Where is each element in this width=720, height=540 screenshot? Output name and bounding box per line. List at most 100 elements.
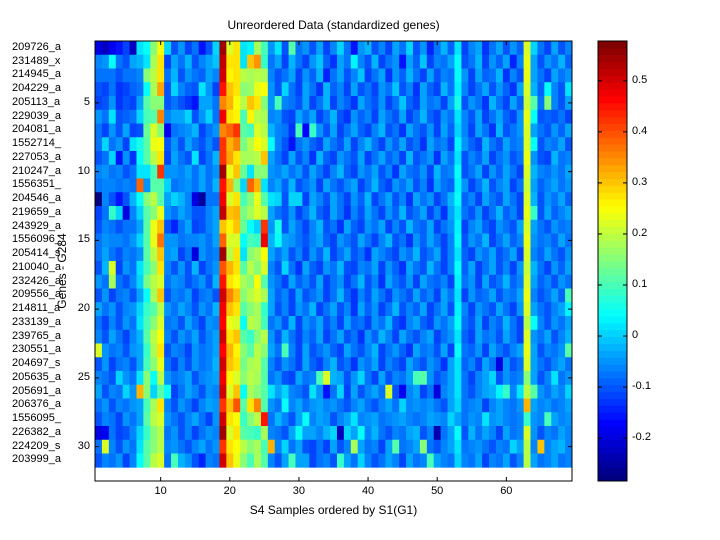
heatmap-cell	[129, 426, 137, 441]
x-tick-label: 30	[292, 485, 306, 497]
heatmap-cell	[177, 439, 186, 454]
heatmap-cell	[523, 329, 531, 344]
heatmap-cell	[150, 261, 158, 276]
heatmap-cell	[198, 164, 207, 179]
heatmap-cell	[226, 68, 234, 83]
heatmap-cell	[482, 398, 490, 413]
heatmap-cell	[468, 151, 476, 166]
heatmap-cell	[454, 316, 462, 331]
heatmap-cell	[122, 82, 130, 97]
heatmap-cell	[164, 412, 172, 427]
heatmap-cell	[565, 137, 573, 152]
heatmap-cell	[502, 316, 511, 331]
heatmap-cell	[385, 68, 393, 83]
heatmap-cell	[509, 219, 518, 234]
heatmap-cell	[309, 384, 317, 399]
heatmap-cell	[516, 426, 525, 441]
heatmap-cell	[219, 178, 227, 193]
heatmap-cell	[164, 137, 172, 152]
heatmap-cell	[260, 68, 269, 83]
heatmap-cell	[523, 192, 531, 207]
heatmap-cell	[184, 439, 193, 454]
heatmap-cell	[122, 233, 130, 248]
heatmap-cell	[177, 316, 186, 331]
heatmap-cell	[392, 151, 400, 166]
heatmap-cell	[233, 302, 241, 317]
heatmap-cell	[461, 137, 469, 152]
heatmap-cell	[205, 109, 213, 124]
heatmap-cell	[364, 123, 372, 138]
heatmap-cell	[392, 288, 400, 303]
heatmap-cell	[226, 54, 234, 69]
heatmap-cell	[489, 412, 497, 427]
heatmap-cell	[357, 329, 366, 344]
heatmap-cell	[95, 398, 103, 413]
heatmap-cell	[143, 54, 151, 69]
heatmap-cell	[489, 219, 497, 234]
heatmap-cell	[101, 316, 110, 331]
heatmap-cell	[475, 54, 483, 69]
heatmap-cell	[136, 109, 144, 124]
heatmap-cell	[330, 82, 338, 97]
heatmap-cell	[551, 151, 559, 166]
heatmap-cell	[108, 384, 117, 399]
heatmap-cell	[101, 219, 110, 234]
heatmap-cell	[537, 109, 545, 124]
heatmap-cell	[226, 439, 234, 454]
heatmap-cell	[254, 316, 262, 331]
heatmap-cell	[447, 329, 455, 344]
heatmap-cell	[468, 123, 476, 138]
heatmap-cell	[551, 82, 559, 97]
heatmap-cell	[212, 151, 220, 166]
heatmap-cell	[260, 206, 269, 221]
heatmap-cell	[336, 384, 345, 399]
heatmap-cell	[274, 68, 283, 83]
heatmap-cell	[433, 302, 442, 317]
heatmap-cell	[413, 192, 421, 207]
heatmap-cell	[205, 453, 213, 468]
heatmap-cell	[447, 247, 455, 262]
heatmap-cell	[233, 233, 241, 248]
heatmap-cell	[558, 233, 566, 248]
heatmap-cell	[247, 453, 255, 468]
colorbar-swatch	[598, 212, 627, 221]
colorbar-tick-label: 0	[632, 329, 639, 342]
heatmap-cell	[558, 384, 566, 399]
heatmap-cell	[544, 274, 552, 289]
heatmap-cell	[150, 288, 158, 303]
heatmap-cell	[468, 233, 476, 248]
heatmap-cell	[171, 82, 179, 97]
heatmap-cell	[385, 109, 393, 124]
heatmap-cell	[489, 329, 497, 344]
heatmap-cell	[378, 261, 386, 276]
heatmap-cell	[343, 82, 352, 97]
heatmap-cell	[385, 371, 393, 386]
heatmap-cell	[502, 82, 511, 97]
heatmap-cell	[357, 453, 366, 468]
heatmap-cell	[281, 357, 289, 372]
heatmap-cell	[330, 178, 338, 193]
heatmap-cell	[150, 371, 158, 386]
heatmap-cell	[260, 302, 269, 317]
heatmap-cell	[150, 41, 158, 56]
heatmap-cell	[219, 96, 227, 111]
heatmap-cell	[240, 343, 248, 358]
heatmap-cell	[115, 206, 124, 221]
heatmap-cell	[323, 54, 331, 69]
heatmap-cell	[247, 439, 255, 454]
heatmap-cell	[357, 219, 366, 234]
heatmap-cell	[260, 41, 269, 56]
heatmap-cell	[323, 357, 331, 372]
heatmap-cell	[143, 274, 151, 289]
heatmap-cell	[364, 137, 372, 152]
heatmap-cell	[551, 357, 559, 372]
heatmap-cell	[350, 68, 359, 83]
heatmap-cell	[254, 41, 262, 56]
heatmap-cell	[426, 329, 435, 344]
heatmap-cell	[184, 371, 193, 386]
heatmap-cell	[122, 439, 130, 454]
heatmap-cell	[226, 329, 234, 344]
heatmap-cell	[316, 96, 324, 111]
heatmap-cell	[413, 233, 421, 248]
heatmap-cell	[426, 316, 435, 331]
